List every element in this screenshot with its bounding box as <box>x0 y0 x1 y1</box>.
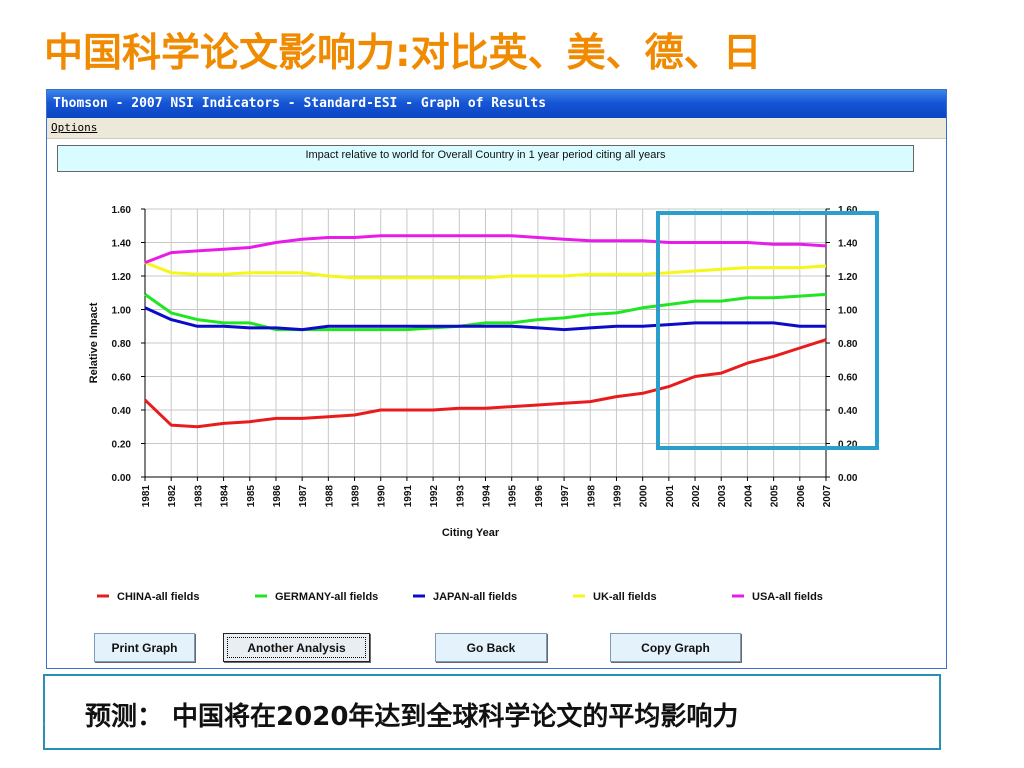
x-tick-label: 1982 <box>167 485 178 508</box>
menu-options[interactable]: Options <box>51 121 98 134</box>
x-tick-label: 1984 <box>220 485 231 508</box>
y-tick-label: 0.00 <box>112 473 132 484</box>
y-tick-label: 1.00 <box>112 306 132 317</box>
x-tick-label: 2005 <box>770 485 781 508</box>
y-tick-label: 1.60 <box>112 205 132 216</box>
go-back-button[interactable]: Go Back <box>435 633 547 662</box>
series-line-china <box>143 338 827 429</box>
y-tick-label-right: 1.00 <box>838 306 858 317</box>
legend-item: CHINA-all fields <box>97 591 200 603</box>
x-tick-label: 2006 <box>796 485 807 508</box>
y-tick-label: 1.20 <box>112 272 132 283</box>
y-tick-label-right: 0.20 <box>838 440 858 451</box>
bullet-mark: · <box>43 720 47 731</box>
y-tick-label-right: 1.40 <box>838 239 858 250</box>
x-tick-label: 2007 <box>822 485 833 508</box>
y-tick-label: 1.40 <box>112 239 132 250</box>
x-tick-label: 1983 <box>193 485 204 508</box>
legend-item: GERMANY-all fields <box>255 591 378 603</box>
x-tick-label: 1985 <box>246 485 257 508</box>
window-title: Thomson - 2007 NSI Indicators - Standard… <box>47 90 946 118</box>
y-axis-label: Relative Impact <box>88 302 100 383</box>
y-tick-label-right: 0.80 <box>838 339 858 350</box>
y-tick-label: 0.80 <box>112 339 132 350</box>
x-tick-label: 1992 <box>429 485 440 508</box>
legend-label: CHINA-all fields <box>117 591 200 603</box>
menu-bar: Options <box>47 118 946 139</box>
y-tick-label: 0.40 <box>112 406 132 417</box>
y-tick-label: 0.20 <box>112 440 132 451</box>
y-tick-label-right: 1.20 <box>838 272 858 283</box>
x-tick-label: 2001 <box>665 485 676 508</box>
y-tick-label-right: 0.00 <box>838 473 858 484</box>
highlight-box <box>656 211 879 450</box>
y-tick-label-right: 1.60 <box>838 205 858 216</box>
x-tick-label: 2004 <box>743 485 754 508</box>
x-tick-label: 1994 <box>482 485 493 508</box>
x-tick-label: 1987 <box>298 485 309 508</box>
x-tick-label: 1998 <box>586 485 597 508</box>
x-tick-label: 1999 <box>612 485 623 508</box>
results-window: Thomson - 2007 NSI Indicators - Standard… <box>46 89 947 669</box>
series-line-uk <box>144 261 827 280</box>
x-tick-label: 2002 <box>691 485 702 508</box>
line-chart: 0.00 0.00 0.20 0.20 0.40 0.40 0.60 0.60 0.80 0.80… <box>88 205 879 603</box>
y-tick-label: 0.60 <box>112 373 132 384</box>
x-tick-label: 1993 <box>455 485 466 508</box>
series-line-usa <box>144 234 827 265</box>
prediction-text: 预测： 中国将在2020年达到全球科学论文的平均影响力 <box>85 702 739 732</box>
x-tick-label: 1988 <box>324 485 335 508</box>
legend-item: JAPAN-all fields <box>413 591 517 603</box>
legend-label: JAPAN-all fields <box>433 591 517 603</box>
x-tick-label: 1995 <box>508 485 519 508</box>
print-graph-button[interactable]: Print Graph <box>94 633 195 662</box>
series-line-japan <box>144 306 826 332</box>
x-tick-label: 1990 <box>377 485 388 508</box>
x-axis-label: Citing Year <box>442 527 500 539</box>
chart-title: Impact relative to world for Overall Cou… <box>57 145 914 172</box>
slide-title: 中国科学论文影响力:对比英、美、德、日 <box>44 31 762 76</box>
x-tick-label: 1997 <box>560 485 571 508</box>
prediction-box: · 预测： 中国将在2020年达到全球科学论文的平均影响力 <box>43 674 941 750</box>
x-tick-label: 2000 <box>639 485 650 508</box>
x-tick-label: 1989 <box>351 485 362 508</box>
x-tick-label: 1986 <box>272 485 283 508</box>
y-tick-label-right: 0.40 <box>838 406 858 417</box>
x-tick-label: 1991 <box>403 485 414 508</box>
x-tick-label: 1981 <box>141 485 152 508</box>
legend-item: USA-all fields <box>732 591 823 603</box>
legend-item: UK-all fields <box>573 591 657 603</box>
copy-graph-button[interactable]: Copy Graph <box>610 633 741 662</box>
x-tick-label: 2003 <box>717 485 728 508</box>
legend-label: GERMANY-all fields <box>275 591 378 603</box>
x-tick-label: 1996 <box>534 485 545 508</box>
legend-label: USA-all fields <box>752 591 823 603</box>
y-tick-label-right: 0.60 <box>838 373 858 384</box>
another-analysis-button[interactable]: Another Analysis <box>223 633 370 662</box>
legend-label: UK-all fields <box>593 591 657 603</box>
series-line-germany <box>144 292 827 332</box>
